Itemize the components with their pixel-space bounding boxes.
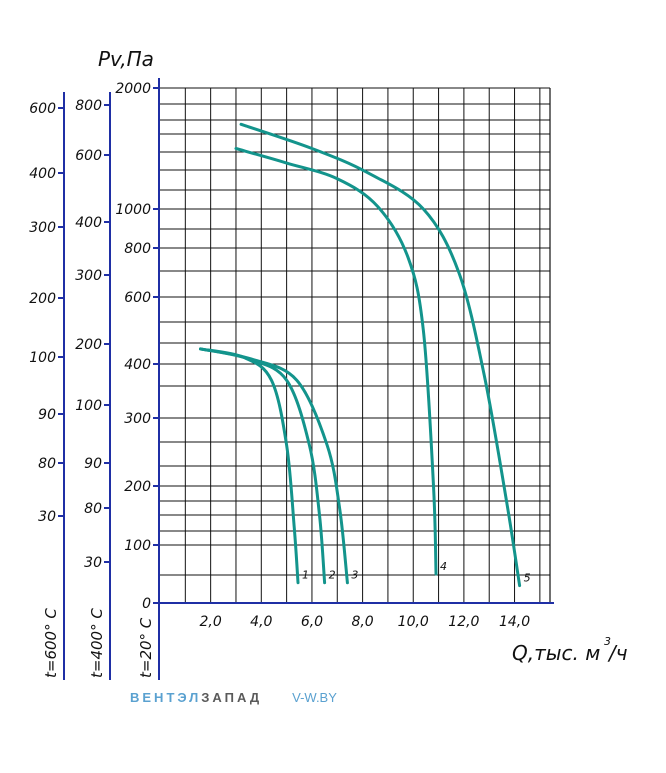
y-tick-label-t400: 200 (75, 337, 102, 353)
y-tick-label-t400: 80 (84, 501, 102, 517)
svg-text:Q,тыс. м: Q,тыс. м (512, 641, 600, 665)
x-tick-label: 8,0 (351, 614, 373, 630)
y-tick-label-t400: 800 (75, 98, 102, 114)
curve-label-2: 2 (329, 569, 336, 582)
y-tick-label-t600: 100 (29, 350, 56, 366)
curve-label-4: 4 (440, 560, 447, 573)
chart-tick-labels: 0 100 200 300 400 600 800 1000 2000 t=20° C 30 80 90… (29, 81, 530, 678)
x-tick-label: 14,0 (499, 614, 530, 630)
x-tick-label: 6,0 (301, 614, 323, 630)
y-tick-label-t400: 30 (84, 555, 102, 571)
y-tick-label-t400: 400 (75, 215, 102, 231)
y-tick-label-t20: 600 (124, 290, 151, 306)
curve-5 (239, 122, 522, 588)
y-tick-label-t20: 400 (124, 357, 151, 373)
x-axis-label: Q,тыс. м 3 /ч (512, 635, 628, 665)
y-tick-label-t400: 300 (75, 268, 102, 284)
y-axis-label: Pv,Па (98, 47, 154, 71)
y-tick-label-t20: 300 (124, 411, 151, 427)
curve-label-1: 1 (302, 569, 309, 582)
curve-3 (199, 347, 349, 585)
y-tick-label-t600: 400 (29, 166, 56, 182)
brand-name-part2: ЗАПАД (201, 690, 263, 705)
y-tick-label-t400: 600 (75, 148, 102, 164)
curve-4 (234, 147, 438, 576)
y-tick-label-t20: 800 (124, 241, 151, 257)
x-tick-label: 2,0 (200, 614, 222, 630)
x-tick-label: 10,0 (398, 614, 429, 630)
y-tick-label-t20: 2000 (115, 81, 151, 97)
y-tick-label-t600: 200 (29, 291, 56, 307)
brand-name-part1: ВЕНТЭЛ (130, 690, 202, 705)
svg-text:3: 3 (604, 635, 611, 648)
svg-text:/ч: /ч (607, 641, 628, 665)
y-tick-label-t400: 100 (75, 398, 102, 414)
y-tick-label-t20: 0 (142, 596, 151, 612)
x-tick-label: 12,0 (448, 614, 479, 630)
temperature-label-t600: t=600° C (42, 608, 60, 678)
y-tick-label-t600: 80 (38, 456, 56, 472)
x-tick-label: 4,0 (250, 614, 272, 630)
site-link[interactable]: V-W.BY (292, 690, 337, 705)
chart-grid (160, 87, 551, 603)
temperature-label-t400: t=400° C (88, 608, 106, 678)
y-tick-label-t20: 100 (124, 538, 151, 554)
chart-axes (58, 78, 554, 680)
chart-curves: 1 2 3 4 5 (199, 122, 531, 588)
y-tick-label-t600: 30 (38, 509, 56, 525)
curve-label-3: 3 (351, 569, 358, 582)
y-tick-label-t400: 90 (84, 456, 102, 472)
y-tick-label-t600: 600 (29, 101, 56, 117)
y-tick-label-t20: 1000 (115, 202, 151, 218)
y-tick-label-t600: 300 (29, 220, 56, 236)
footer-brand: ВЕНТЭЛЗАПАД V-W.BY (130, 690, 337, 705)
y-tick-label-t20: 200 (124, 479, 151, 495)
y-tick-label-t600: 90 (38, 407, 56, 423)
temperature-label-t20: t=20° C (137, 617, 155, 678)
curve-label-5: 5 (524, 572, 531, 585)
